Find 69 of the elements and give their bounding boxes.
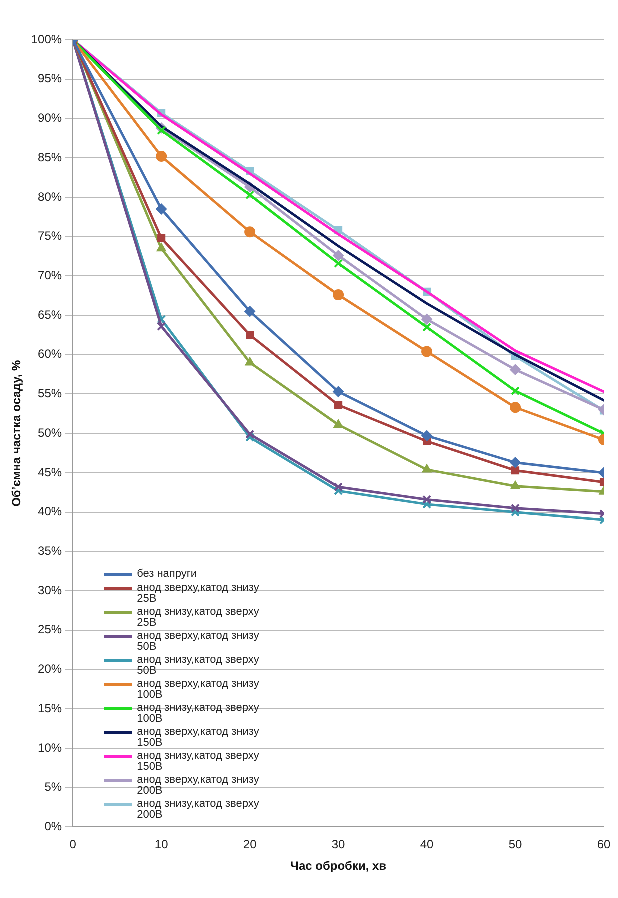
y-tick-label: 55% bbox=[38, 386, 62, 401]
x-tick-label: 60 bbox=[597, 838, 611, 852]
point bbox=[334, 486, 344, 496]
legend-label: анод знизу,катод зверху 200В bbox=[137, 798, 260, 822]
y-axis-title: Об’ємна частка осаду, % bbox=[10, 360, 24, 507]
point bbox=[246, 430, 255, 439]
point bbox=[510, 457, 522, 468]
y-tick-label: 0% bbox=[44, 820, 62, 834]
y-tick-label: 20% bbox=[38, 662, 62, 676]
y-tick-label: 15% bbox=[38, 701, 62, 716]
x-tick-label: 20 bbox=[243, 838, 258, 852]
point bbox=[334, 419, 344, 428]
y-tick-label: 5% bbox=[44, 780, 62, 794]
point bbox=[422, 464, 432, 473]
y-tick-label: 25% bbox=[38, 622, 62, 637]
point bbox=[422, 322, 432, 332]
point bbox=[510, 480, 520, 490]
point bbox=[422, 430, 433, 442]
x-tick-label: 40 bbox=[420, 838, 434, 852]
point bbox=[156, 204, 168, 215]
y-tick-label: 65% bbox=[38, 308, 62, 322]
point bbox=[422, 495, 432, 504]
y-tick-label: 50% bbox=[38, 426, 62, 440]
point bbox=[510, 386, 520, 396]
point bbox=[158, 234, 166, 242]
x-tick-label: 0 bbox=[70, 838, 77, 852]
point bbox=[333, 290, 344, 301]
point bbox=[157, 126, 166, 136]
y-tick-label: 70% bbox=[38, 268, 62, 282]
point bbox=[157, 314, 166, 324]
point bbox=[156, 243, 166, 252]
point bbox=[422, 500, 432, 509]
point bbox=[422, 314, 433, 325]
point bbox=[246, 433, 255, 442]
point bbox=[334, 259, 344, 268]
y-tick-label: 35% bbox=[38, 544, 62, 558]
y-tick-label: 90% bbox=[38, 111, 62, 126]
legend-label: без напруги bbox=[137, 568, 198, 580]
point bbox=[511, 466, 520, 475]
y-tick-label: 85% bbox=[38, 150, 62, 164]
point bbox=[246, 331, 254, 340]
point bbox=[244, 306, 256, 318]
x-tick-label: 50 bbox=[508, 838, 523, 852]
y-tick-label: 75% bbox=[38, 229, 62, 244]
y-tick-label: 60% bbox=[38, 347, 62, 362]
point bbox=[156, 151, 168, 162]
point bbox=[510, 504, 520, 513]
point bbox=[246, 190, 255, 200]
point bbox=[422, 346, 433, 358]
x-axis-title: Час обробки, хв bbox=[290, 859, 387, 874]
y-tick-label: 45% bbox=[38, 465, 62, 480]
point bbox=[244, 226, 256, 238]
point bbox=[333, 386, 344, 398]
y-tick-label: 40% bbox=[38, 504, 62, 519]
y-tick-label: 10% bbox=[38, 740, 62, 755]
point bbox=[157, 322, 166, 332]
x-tick-label: 30 bbox=[332, 838, 346, 852]
y-tick-label: 30% bbox=[38, 583, 62, 598]
point bbox=[510, 508, 520, 517]
point bbox=[334, 401, 343, 410]
point bbox=[245, 357, 255, 366]
point bbox=[510, 364, 522, 376]
point bbox=[510, 402, 522, 414]
y-tick-label: 100% bbox=[31, 32, 62, 46]
x-tick-label: 10 bbox=[154, 838, 169, 852]
point bbox=[334, 482, 344, 492]
y-tick-label: 95% bbox=[38, 72, 62, 86]
point bbox=[333, 250, 344, 262]
y-tick-label: 80% bbox=[38, 190, 62, 204]
